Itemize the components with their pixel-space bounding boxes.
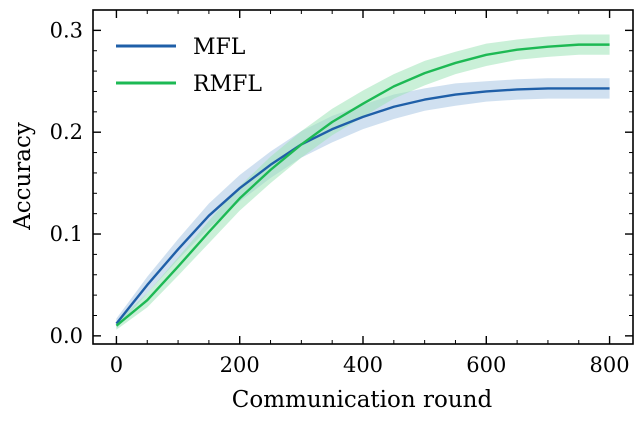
x-tick-label-600: 600 — [466, 353, 506, 377]
line-rmfl — [115, 43, 610, 327]
legend: MFL RMFL — [116, 35, 262, 97]
band-mfl — [116, 78, 610, 329]
x-tick-label-400: 400 — [343, 353, 383, 377]
legend-label-mfl: MFL — [193, 35, 246, 60]
tick-labels: 0 200 400 600 800 0.0 0.1 0.2 0.3 — [50, 18, 630, 377]
x-tick-label-0: 0 — [110, 353, 123, 377]
confidence-bands — [116, 34, 610, 330]
y-tick-label-0: 0.0 — [50, 324, 83, 348]
y-tick-label-0.1: 0.1 — [50, 222, 83, 246]
axis-ticks — [93, 9, 633, 344]
line-mfl — [115, 87, 610, 325]
y-tick-label-0.2: 0.2 — [50, 120, 83, 144]
series-lines — [115, 43, 610, 327]
y-axis-label: Accuracy — [10, 122, 36, 231]
legend-label-rmfl: RMFL — [193, 72, 262, 97]
x-tick-label-800: 800 — [590, 353, 630, 377]
band-rmfl — [116, 34, 610, 330]
x-axis-label: Communication round — [232, 387, 493, 413]
y-tick-label-0.3: 0.3 — [50, 18, 83, 42]
x-tick-label-200: 200 — [220, 353, 260, 377]
plot-frame — [92, 9, 634, 345]
